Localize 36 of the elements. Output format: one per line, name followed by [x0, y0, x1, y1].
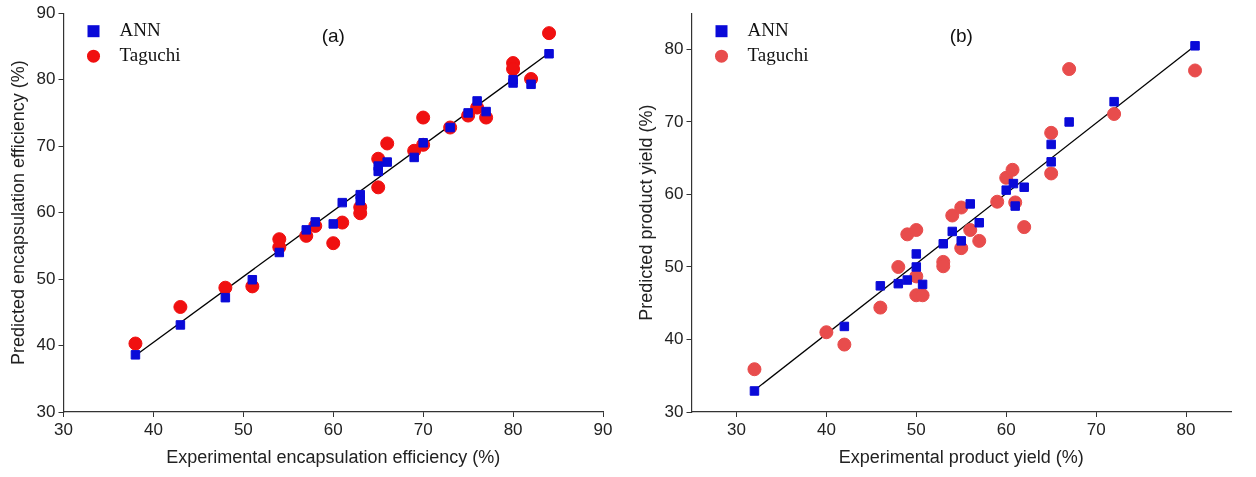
y-tick-label: 80	[36, 69, 56, 89]
legend-label: Taguchi	[119, 44, 181, 66]
legend-label: ANN	[747, 19, 789, 41]
y-tick-label: 80	[664, 39, 684, 59]
legend-label: ANN	[119, 19, 161, 41]
x-axis-title: Experimental encapsulation efficiency (%)	[166, 447, 501, 468]
y-axis-title: Predicted product yield (%)	[635, 104, 656, 321]
legend-label: Taguchi	[747, 44, 809, 66]
x-tick-label: 30	[54, 419, 73, 439]
y-tick-label: 40	[664, 329, 684, 349]
y-tick-label: 70	[36, 135, 56, 155]
y-tick-label: 40	[36, 335, 56, 355]
x-tick-label: 70	[413, 419, 433, 439]
x-tick-label: 40	[816, 419, 836, 439]
x-tick-label: 60	[323, 419, 343, 439]
annotation: (a)	[321, 25, 345, 47]
x-axis-title: Experimental product yield (%)	[838, 447, 1084, 468]
y-tick-label: 50	[36, 268, 56, 288]
x-tick-label: 80	[503, 419, 523, 439]
x-tick-label: 70	[1086, 419, 1106, 439]
y-tick-label: 30	[664, 401, 684, 421]
x-tick-label: 90	[593, 419, 613, 439]
y-tick-label: 60	[664, 184, 684, 204]
y-tick-label: 30	[36, 401, 56, 421]
y-axis-title: Predicted encapsulation efficiency (%)	[7, 60, 28, 366]
x-tick-label: 50	[906, 419, 926, 439]
x-tick-label: 30	[727, 419, 746, 439]
x-tick-label: 50	[233, 419, 253, 439]
x-tick-label: 60	[996, 419, 1016, 439]
annotation: (b)	[949, 25, 973, 47]
y-tick-label: 70	[664, 111, 684, 131]
y-tick-label: 90	[36, 2, 56, 22]
y-tick-label: 50	[664, 256, 684, 276]
x-tick-label: 80	[1176, 419, 1196, 439]
y-tick-label: 60	[36, 202, 56, 222]
x-tick-label: 40	[143, 419, 163, 439]
